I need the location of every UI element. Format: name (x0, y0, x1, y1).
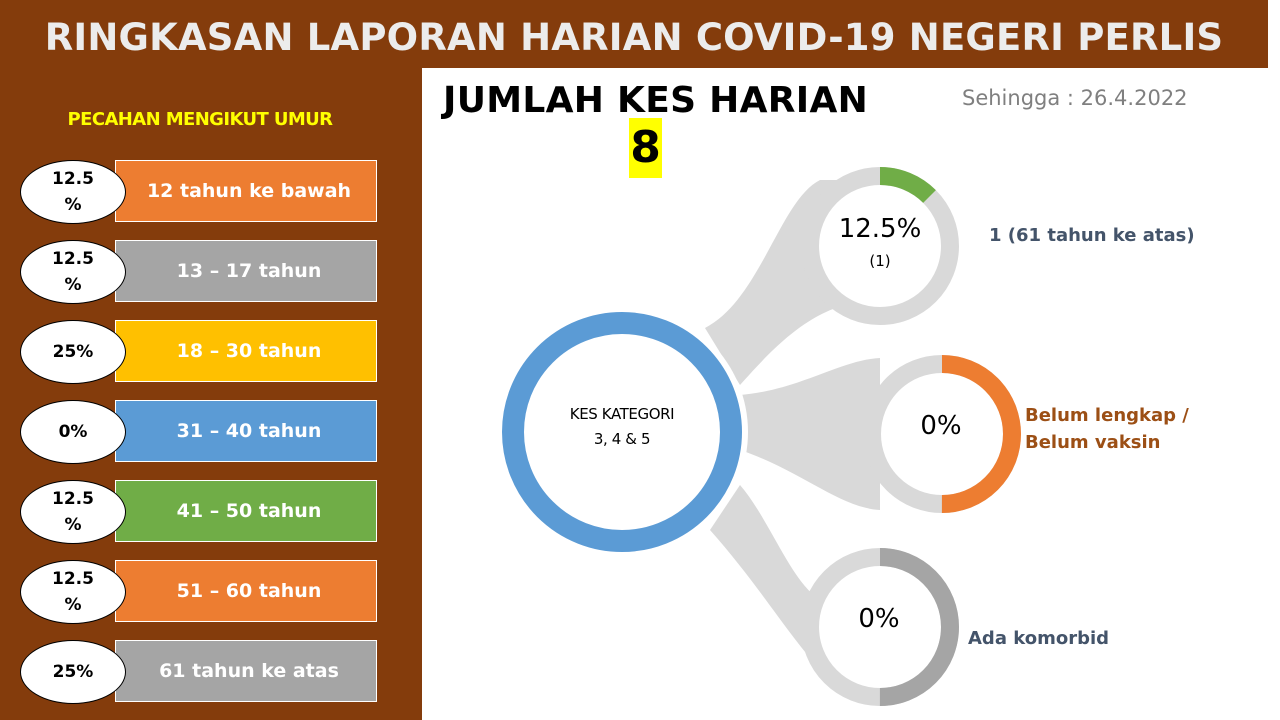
age-percent-41-50: 12.5 % (20, 480, 126, 544)
middle-percent: 0% (920, 411, 962, 441)
center-label: KES KATEGORI 3, 4 & 5 (532, 402, 712, 452)
page-title: RINGKASAN LAPORAN HARIAN COVID-19 NEGERI… (44, 16, 1224, 59)
label-bottom: Ada komorbid (968, 625, 1109, 652)
center-label-line1: KES KATEGORI (569, 405, 675, 423)
age-label-13-17: 13 – 17 tahun (115, 240, 377, 302)
age-percent-61-above: 25% (20, 640, 126, 704)
label-middle-line2: Belum vaksin (1025, 432, 1161, 453)
label-top-line1: 1 (61 tahun ke atas) (989, 225, 1195, 246)
age-percent-18-30: 25% (20, 320, 126, 384)
age-percent-13-17: 12.5 % (20, 240, 126, 304)
age-percent-31-40: 0% (20, 400, 126, 464)
daily-cases-total: 8 (629, 118, 662, 178)
bottom-percent: 0% (858, 604, 900, 634)
age-label-41-50: 41 – 50 tahun (115, 480, 377, 542)
label-middle: Belum lengkap / Belum vaksin (1025, 402, 1189, 456)
top-percent: 12.5% (838, 214, 922, 244)
header-gap (1268, 0, 1280, 68)
age-label-12-below: 12 tahun ke bawah (115, 160, 377, 222)
report-date: Sehingga : 26.4.2022 (962, 86, 1188, 110)
age-breakdown-heading: PECAHAN MENGIKUT UMUR (67, 109, 334, 130)
connector-middle (740, 358, 880, 510)
label-middle-line1: Belum lengkap / (1025, 405, 1189, 426)
top-count: (1) (869, 252, 891, 270)
label-bottom-line1: Ada komorbid (968, 628, 1110, 649)
age-label-31-40: 31 – 40 tahun (115, 400, 377, 462)
header-bar (0, 0, 1268, 68)
arc-bottom (801, 548, 959, 706)
daily-cases-title: JUMLAH KES HARIAN (443, 80, 869, 121)
age-percent-12-below: 12.5 % (20, 160, 126, 224)
label-top: 1 (61 tahun ke atas) (989, 222, 1195, 249)
age-label-18-30: 18 – 30 tahun (115, 320, 377, 382)
age-label-61-above: 61 tahun ke atas (115, 640, 377, 702)
arc-top (801, 167, 959, 325)
age-label-51-60: 51 – 60 tahun (115, 560, 377, 622)
center-ring (502, 312, 742, 552)
arc-middle (863, 355, 1021, 513)
age-percent-51-60: 12.5 % (20, 560, 126, 624)
center-label-line2: 3, 4 & 5 (593, 430, 651, 448)
